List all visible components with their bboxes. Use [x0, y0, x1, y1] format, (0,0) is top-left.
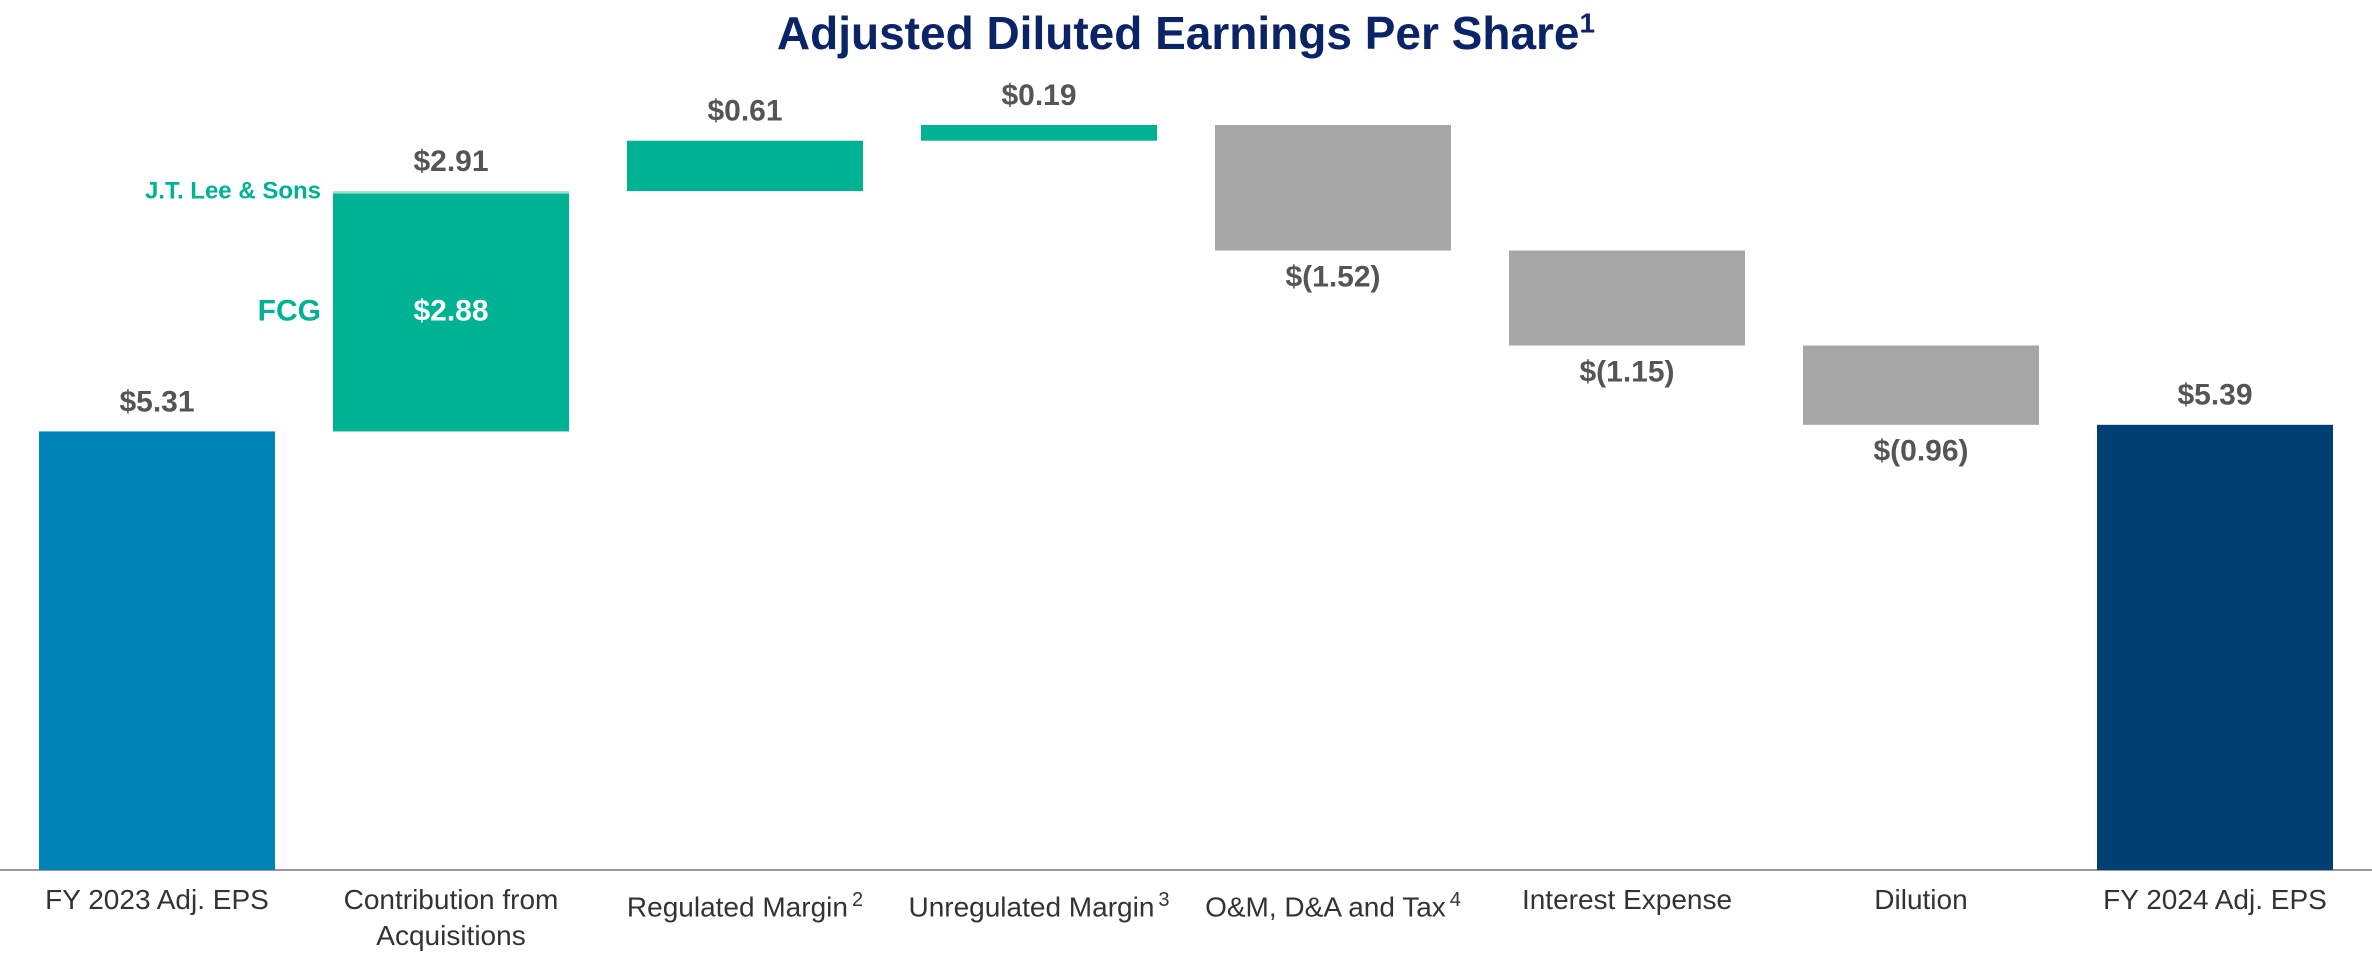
- value-label: $5.31: [119, 385, 194, 418]
- bar: [627, 140, 863, 192]
- value-label: $(0.96): [1873, 435, 1968, 468]
- bar: [2097, 424, 2333, 870]
- bar-segment: [333, 193, 569, 432]
- x-tick-label-box: FY 2024 Adj. EPS: [2070, 882, 2360, 918]
- chart-title: Adjusted Diluted Earnings Per Share: [776, 7, 1580, 59]
- value-label: $5.39: [2177, 379, 2252, 412]
- bar: [39, 431, 275, 870]
- value-label: $0.19: [1001, 79, 1076, 112]
- x-tick-label: Regulated Margin: [626, 891, 848, 923]
- x-tick-label: O&M, D&A and Tax: [1205, 891, 1446, 923]
- bar: [1509, 250, 1745, 346]
- x-tick-label-box: FY 2023 Adj. EPS: [12, 882, 302, 918]
- value-label: $(1.52): [1285, 260, 1380, 293]
- x-tick-label-box: Unregulated Margin 3: [894, 882, 1184, 925]
- bar: [1803, 345, 2039, 425]
- x-tick-label: FY 2024 Adj. EPS: [2103, 884, 2327, 915]
- title-footnote: 1: [1579, 7, 1596, 39]
- bar: [1215, 125, 1451, 251]
- x-tick-label-box: Regulated Margin 2: [600, 882, 890, 925]
- segment-label: $2.88: [413, 294, 488, 327]
- x-tick-label-box: Interest Expense: [1482, 882, 1772, 918]
- x-tick-label: Dilution: [1874, 884, 1968, 915]
- value-label: $0.61: [707, 95, 782, 128]
- segment-name: FCG: [258, 294, 321, 327]
- x-tick-footnote: 4: [1449, 889, 1461, 911]
- x-tick-label: FY 2023 Adj. EPS: [45, 884, 269, 915]
- value-label: $2.91: [413, 145, 488, 178]
- x-tick-label-box: O&M, D&A and Tax 4: [1188, 882, 1478, 925]
- x-tick-label-box: Contribution from Acquisitions: [306, 882, 596, 953]
- chart-title-box: Adjusted Diluted Earnings Per Share1: [0, 6, 2372, 60]
- x-tick-label-box: Dilution: [1776, 882, 2066, 918]
- segment-name: J.T. Lee & Sons: [145, 178, 321, 205]
- x-tick-label: Interest Expense: [1521, 884, 1733, 915]
- bar-segment: [333, 191, 569, 194]
- x-tick-label: Contribution from Acquisitions: [343, 884, 559, 951]
- x-tick-footnote: 3: [1158, 889, 1170, 911]
- value-label: $(1.15): [1579, 355, 1674, 388]
- x-tick-footnote: 2: [851, 889, 864, 911]
- bar: [921, 125, 1157, 141]
- x-tick-label: Unregulated Margin: [908, 891, 1155, 923]
